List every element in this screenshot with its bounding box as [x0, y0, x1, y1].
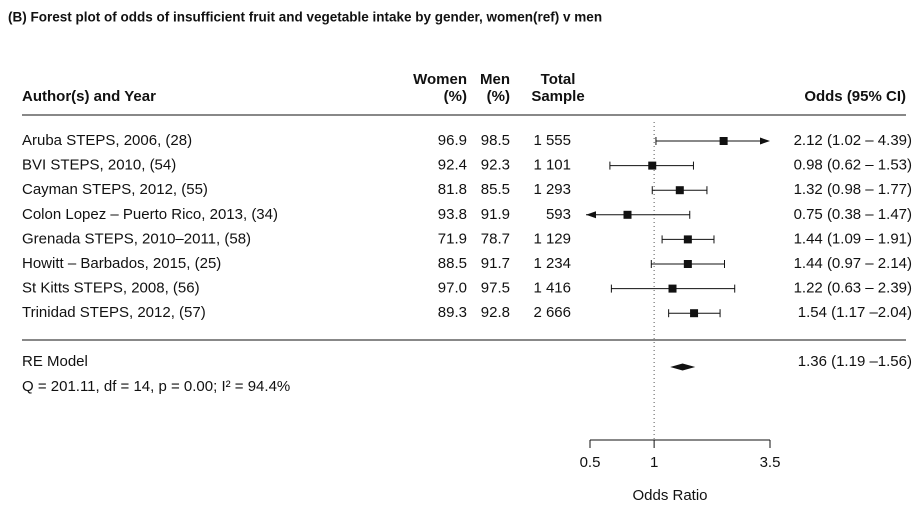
odds-point — [690, 309, 699, 318]
total-sample: 1 234 — [533, 255, 571, 272]
odds-point — [683, 260, 692, 268]
men-pct: 97.5 — [481, 280, 510, 297]
study-name: Colon Lopez – Puerto Rico, 2013, (34) — [22, 206, 278, 223]
total-sample: 1 293 — [533, 181, 571, 198]
odds-label: 0.75 (0.38 – 1.47) — [794, 206, 912, 223]
summary-label: 1.36 (1.19 –1.56) — [798, 353, 912, 370]
men-pct: 85.5 — [481, 181, 510, 198]
study-name: BVI STEPS, 2010, (54) — [22, 157, 176, 174]
odds-label: 1.44 (1.09 – 1.91) — [794, 230, 912, 247]
x-tick-label: 0.5 — [580, 454, 601, 471]
women-pct: 93.8 — [438, 206, 467, 223]
women-pct: 88.5 — [438, 255, 467, 272]
column-header: Odds (95% CI) — [804, 88, 906, 105]
summary-diamond — [670, 363, 696, 371]
total-sample: 2 666 — [533, 304, 571, 321]
men-pct: 98.5 — [481, 132, 510, 149]
women-pct: 89.3 — [438, 304, 467, 321]
total-sample: 1 101 — [533, 157, 571, 174]
study-name: St Kitts STEPS, 2008, (56) — [22, 280, 200, 297]
study-name: Grenada STEPS, 2010–2011, (58) — [22, 230, 251, 247]
men-pct: 78.7 — [481, 230, 510, 247]
women-pct: 81.8 — [438, 181, 467, 198]
odds-point — [623, 210, 632, 219]
odds-point — [719, 137, 728, 145]
column-header: Total — [541, 71, 576, 88]
total-sample: 593 — [546, 206, 571, 223]
total-sample: 1 416 — [533, 280, 571, 297]
chart-title: (B) Forest plot of odds of insufficient … — [8, 10, 602, 25]
women-pct: 96.9 — [438, 132, 467, 149]
summary-name: RE Model — [22, 353, 88, 370]
study-name: Howitt – Barbados, 2015, (25) — [22, 255, 221, 272]
women-pct: 92.4 — [438, 157, 467, 174]
odds-point — [683, 235, 692, 244]
column-header: (%) — [487, 88, 510, 105]
odds-point — [675, 186, 684, 195]
study-name: Trinidad STEPS, 2012, (57) — [22, 304, 206, 321]
odds-point — [648, 161, 657, 170]
ci-arrow — [586, 211, 596, 219]
heterogeneity: Q = 201.11, df = 14, p = 0.00; I² = 94.4… — [22, 378, 290, 395]
men-pct: 92.8 — [481, 304, 510, 321]
odds-label: 2.12 (1.02 – 4.39) — [794, 132, 912, 149]
column-header: (%) — [444, 88, 467, 105]
x-tick-label: 3.5 — [760, 454, 781, 471]
men-pct: 92.3 — [481, 157, 510, 174]
study-name: Cayman STEPS, 2012, (55) — [22, 181, 208, 198]
total-sample: 1 129 — [533, 230, 571, 247]
odds-label: 0.98 (0.62 – 1.53) — [794, 157, 912, 174]
men-pct: 91.7 — [481, 255, 510, 272]
odds-label: 1.54 (1.17 –2.04) — [798, 304, 912, 321]
x-tick-label: 1 — [650, 454, 658, 471]
odds-label: 1.32 (0.98 – 1.77) — [794, 181, 912, 198]
odds-label: 1.44 (0.97 – 2.14) — [794, 255, 912, 272]
men-pct: 91.9 — [481, 206, 510, 223]
women-pct: 97.0 — [438, 280, 467, 297]
column-header: Women — [413, 71, 467, 88]
x-axis-label: Odds Ratio — [632, 487, 707, 504]
column-header: Men — [480, 71, 510, 88]
women-pct: 71.9 — [438, 230, 467, 247]
study-name: Aruba STEPS, 2006, (28) — [22, 132, 192, 149]
column-header: Sample — [531, 88, 584, 105]
column-header: Author(s) and Year — [22, 88, 156, 105]
ci-arrow — [760, 137, 770, 145]
odds-point — [668, 284, 677, 293]
total-sample: 1 555 — [533, 132, 571, 149]
odds-label: 1.22 (0.63 – 2.39) — [794, 280, 912, 297]
